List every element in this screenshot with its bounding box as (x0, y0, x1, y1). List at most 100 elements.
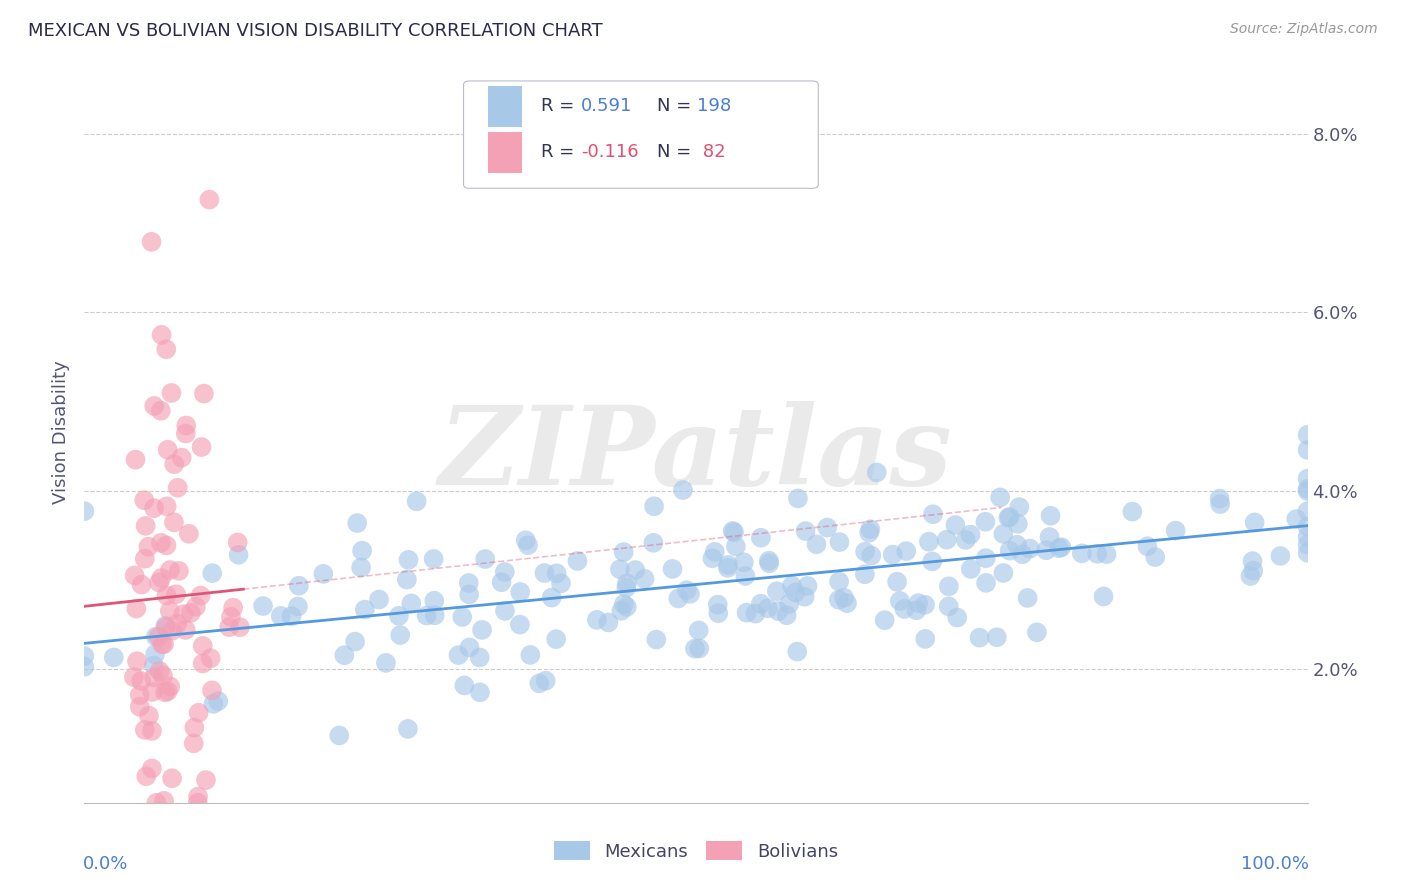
Point (998, 543, 1021, 558)
Point (134, 493, 156, 508)
Point (1239, 569, 1261, 583)
Point (124, 568, 146, 582)
Point (1050, 540, 1073, 554)
Point (166, 616, 188, 631)
Point (509, 617, 531, 632)
Point (828, 535, 851, 549)
Point (312, 566, 335, 581)
Point (134, 551, 156, 566)
Point (180, 606, 202, 620)
Point (423, 593, 446, 607)
Point (191, 657, 214, 671)
Point (859, 522, 882, 536)
Point (328, 729, 350, 743)
Point (124, 452, 146, 467)
Point (723, 525, 745, 540)
Point (226, 535, 249, 549)
Point (793, 590, 815, 604)
Point (1208, 491, 1230, 506)
Point (683, 641, 706, 656)
Point (333, 648, 356, 663)
Point (194, 773, 217, 788)
Point (453, 678, 475, 692)
Point (1026, 625, 1049, 640)
Point (103, 650, 125, 665)
Point (172, 607, 194, 622)
Point (873, 613, 896, 627)
Point (780, 579, 803, 593)
Point (148, 630, 170, 644)
Point (546, 566, 568, 581)
Point (152, 669, 174, 683)
Point (515, 533, 537, 548)
Point (988, 491, 1011, 505)
Point (1241, 564, 1264, 578)
Point (1038, 530, 1060, 544)
Point (155, 343, 177, 357)
Point (374, 656, 396, 670)
Point (1296, 484, 1319, 499)
Point (702, 551, 724, 566)
Point (138, 540, 160, 554)
Point (229, 620, 252, 634)
Point (200, 651, 222, 665)
Point (155, 538, 177, 552)
Point (350, 560, 373, 574)
Point (787, 491, 810, 506)
Point (1296, 428, 1319, 442)
Point (533, 566, 555, 580)
Point (177, 526, 200, 541)
Point (184, 599, 207, 614)
Point (1296, 442, 1319, 457)
Point (494, 565, 516, 579)
Point (202, 697, 225, 711)
Point (1092, 590, 1115, 604)
Point (201, 683, 224, 698)
Point (155, 588, 177, 602)
Point (744, 607, 766, 621)
Point (368, 592, 391, 607)
Text: N =: N = (657, 144, 697, 161)
Point (609, 562, 631, 576)
Point (494, 604, 516, 618)
Point (735, 606, 758, 620)
Point (129, 673, 152, 688)
Point (219, 610, 242, 624)
Point (993, 566, 1015, 580)
Point (914, 632, 936, 646)
Point (886, 574, 908, 589)
Point (160, 624, 183, 638)
Point (922, 507, 945, 521)
Point (183, 736, 205, 750)
Point (190, 440, 212, 454)
Point (905, 603, 928, 617)
Point (187, 706, 209, 720)
Point (280, 609, 302, 624)
Point (758, 557, 780, 571)
Point (938, 599, 960, 614)
Point (550, 576, 572, 591)
Point (160, 772, 183, 786)
Point (141, 723, 163, 738)
Point (661, 562, 683, 576)
Point (1039, 508, 1062, 523)
Point (614, 581, 637, 595)
Point (540, 591, 562, 605)
Point (866, 466, 889, 480)
Point (1296, 472, 1319, 486)
Point (153, 794, 176, 808)
Point (143, 670, 166, 684)
Point (153, 685, 176, 699)
Point (860, 549, 883, 563)
Point (756, 601, 779, 615)
Point (131, 577, 153, 591)
Text: Source: ZipAtlas.com: Source: ZipAtlas.com (1230, 22, 1378, 37)
Point (143, 399, 166, 413)
Point (422, 552, 444, 566)
Point (160, 386, 183, 401)
Text: 0.591: 0.591 (581, 97, 633, 115)
Point (191, 639, 214, 653)
Point (155, 619, 177, 633)
Point (724, 540, 747, 554)
Text: R =: R = (541, 97, 579, 115)
